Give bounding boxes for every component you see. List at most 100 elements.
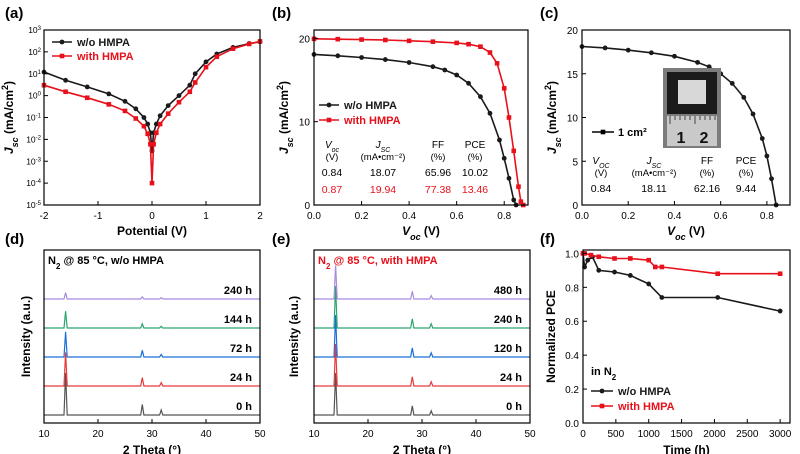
x-axis-label-f: Time (h) [663,443,709,454]
legend-label-c-part: 1 cm² [618,127,647,139]
data-point-c [759,136,765,141]
data-point-b-0 [335,53,341,59]
y-tick-label-a-part: -2 [36,135,42,141]
data-point-f-1 [715,271,721,277]
data-point-b-1 [518,199,524,204]
series-line-f-0 [582,253,781,312]
data-point-f-1 [588,252,594,258]
y-tick-label-a-part: 10 [28,25,38,35]
table-cell-c: 0.84 [591,183,612,195]
data-point-b-0 [501,155,507,161]
legend-marker-c [600,129,606,135]
data-point-f-1 [659,264,665,270]
y-tick-label-a: 10-1 [26,113,41,123]
legend-label-f-0: w/o HMPA [617,386,671,398]
data-point-a-0 [165,103,171,108]
x-tick-label-d: 40 [200,429,212,440]
y-tick-label-f: 0.2 [565,385,579,396]
data-point-a-0 [192,71,198,77]
x-tick-label-a: -1 [94,211,103,222]
data-point-c [769,176,774,182]
y-tick-label-a-part: 1 [38,70,42,76]
data-point-a-0 [145,121,151,127]
data-point-f-0 [777,308,783,314]
panel-label-c: (c) [540,5,558,22]
y-tick-label-a: 102 [28,47,41,57]
table-cell-b-1: 77.38 [425,184,451,196]
data-point-c [764,153,770,159]
panel-title-d-part: 2 [56,262,61,271]
data-point-b-0 [382,57,388,62]
table-header-b-part: SC [381,147,392,154]
y-tick-label-c: 20 [567,26,579,37]
data-point-c [672,53,677,59]
data-point-b-0 [466,80,471,86]
y-axis-label-b-part: J [277,147,291,154]
x-tick-label-b: 0.2 [355,211,369,222]
xrd-trace-e-0 [314,372,530,416]
y-tick-label-a-part: 10 [26,178,36,188]
table-cell-b-1: 19.94 [370,184,396,196]
table-header-c: FF [701,156,713,167]
table-header-c-part: V [592,156,600,167]
table-cell-b-0: 10.02 [462,167,488,179]
xrd-trace-d-0 [44,372,260,416]
panel-title-e: N2 @ 85 °C, with HMPA [318,255,438,271]
table-header-b: JSC [375,140,392,154]
data-point-b-0 [406,60,412,65]
table-unit-c: (V) [595,168,608,179]
xrd-series-label-d-3: 144 h [224,314,252,326]
data-point-f-0 [596,267,602,273]
data-point-a-0 [157,113,163,119]
data-point-f-1 [646,257,652,263]
data-point-f-1 [612,256,617,261]
xrd-series-label-e-0: 0 h [506,401,522,413]
xrd-series-label-d-0: 0 h [236,401,252,413]
table-header-c-part: OC [599,163,610,170]
data-point-b-1 [406,38,412,44]
panel-label-e: (e) [272,231,290,248]
data-point-a-0 [141,115,147,120]
table-header-c: JSC [646,156,663,170]
xrd-trace-d-2 [44,331,260,358]
data-point-a-1 [230,46,236,51]
table-unit-c: (%) [700,168,715,179]
panel-title-e-part: N [318,255,326,267]
y-tick-label-a-part: 10 [26,200,36,210]
xrd-series-label-e-4: 480 h [494,285,522,297]
y-axis-label-f: Normalized PCE [544,290,558,383]
xrd-series-label-e-2: 120 h [494,343,522,355]
xrd-series-label-d-4: 240 h [224,285,252,297]
y-tick-label-a: 101 [28,69,41,79]
xrd-trace-e-4 [314,265,530,300]
legend-title-f-part: 2 [612,373,617,382]
photo-ruler [667,116,717,146]
data-point-f-0 [627,273,633,278]
x-tick-label-a: -2 [40,211,49,222]
panel-title-d-part: @ 85 °C, w/o HMPA [60,255,164,267]
y-tick-label-a-part: 10 [28,91,38,101]
y-axis-label-b-part: (mA/cm [277,90,291,137]
data-point-a-0 [133,106,139,112]
data-point-f-0 [659,295,665,300]
y-tick-label-c: 10 [567,114,579,125]
panel-title-e-part: @ 85 °C, with HMPA [330,255,437,267]
y-tick-label-a-part: 10 [28,69,38,79]
table-header-c: VOC [592,156,610,170]
x-tick-label-a: 1 [203,211,209,222]
y-tick-label-a-part: 10 [26,113,36,123]
data-point-a-1 [157,121,163,127]
data-point-b-0 [359,55,364,60]
y-axis-label-a-part: (mA/cm [2,90,16,137]
data-point-f-1 [596,254,602,260]
data-point-a-1 [148,141,153,147]
x-tick-label-f: 500 [608,429,625,440]
x-tick-label-e: 30 [416,429,428,440]
x-tick-label-d: 50 [254,429,266,440]
x-tick-label-e: 20 [362,429,374,440]
data-point-a-1 [106,102,112,107]
legend-label-a-1: with HMPA [76,51,134,63]
x-axis-label-c-part: V [667,224,676,238]
panel-label-f: (f) [540,231,555,248]
y-tick-label-c: 5 [572,157,578,168]
